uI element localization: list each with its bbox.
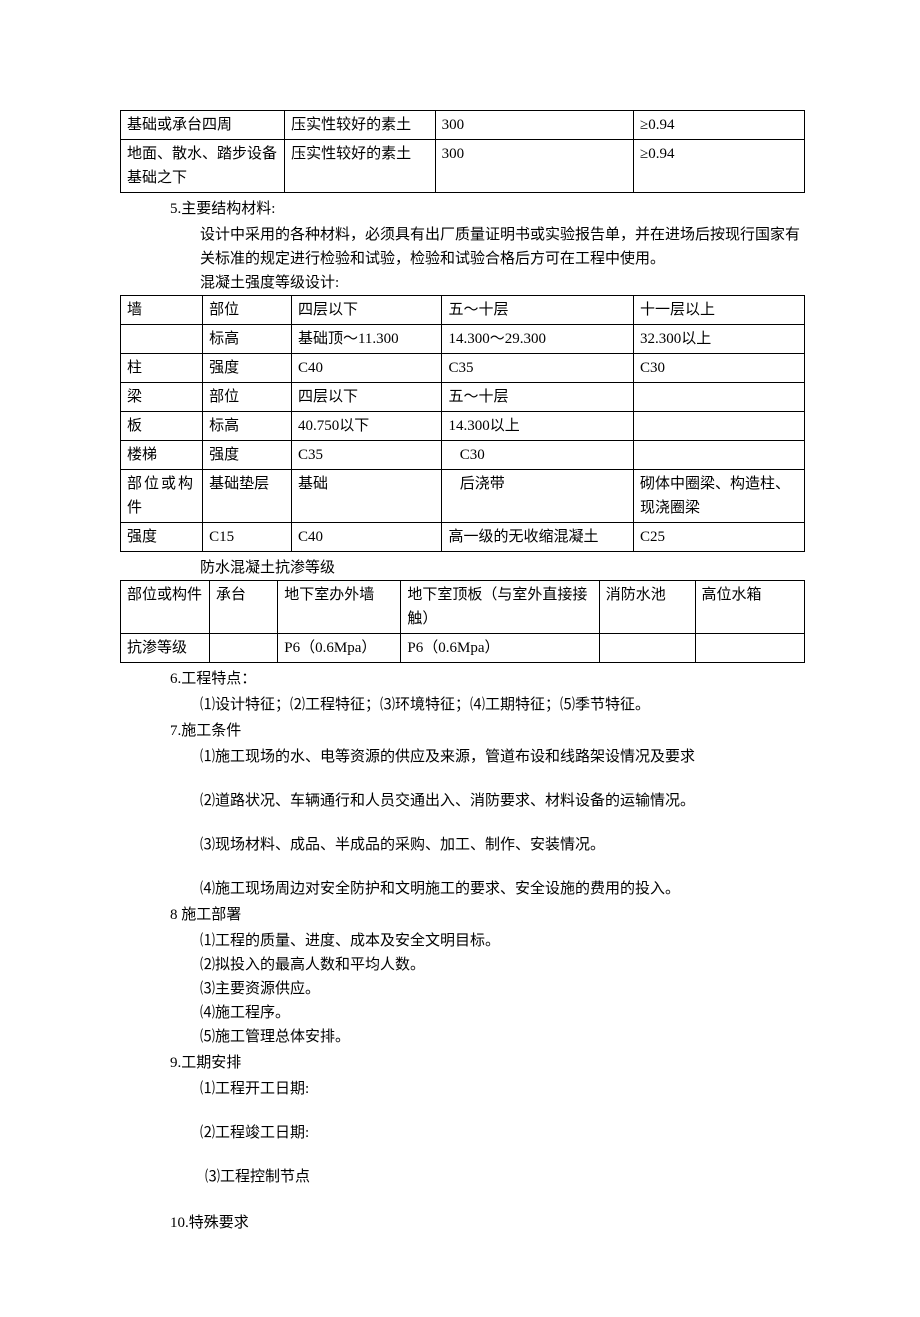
cell: 标高 [203,325,292,354]
cell: 地下室办外墙 [278,581,401,634]
cell: 14.300～29.300 [442,325,634,354]
table-row: 标高 基础顶～11.300 14.300～29.300 32.300以上 [121,325,805,354]
cell: 五～十层 [442,383,634,412]
cell: ≥0.94 [633,111,804,140]
cell [121,325,203,354]
section-7-p4: ⑷施工现场周边对安全防护和文明施工的要求、安全设施的费用的投入。 [200,877,805,901]
cell: P6（0.6Mpa） [401,634,599,663]
cell: C25 [633,523,804,552]
cell: C35 [291,441,441,470]
section-5-title: 5.主要结构材料: [170,197,805,221]
cell: 四层以下 [291,296,441,325]
section-6-title: 6.工程特点： [170,667,805,691]
cell [599,634,695,663]
cell: 部位 [203,296,292,325]
cell [633,441,804,470]
section-7-p3: ⑶现场材料、成品、半成品的采购、加工、制作、安装情况。 [200,833,805,857]
table-row: 抗渗等级 P6（0.6Mpa） P6（0.6Mpa） [121,634,805,663]
cell: 基础 [291,470,441,523]
table-row: 楼梯 强度 C35 C30 [121,441,805,470]
cell: 梁 [121,383,203,412]
section-8-p1: ⑴工程的质量、进度、成本及安全文明目标。 [200,929,805,953]
table-row: 部位或构件 承台 地下室办外墙 地下室顶板（与室外直接接触） 消防水池 高位水箱 [121,581,805,634]
table-concrete-strength: 墙 部位 四层以下 五～十层 十一层以上 标高 基础顶～11.300 14.30… [120,295,805,552]
table-row: 部位或构件 基础垫层 基础 后浇带 砌体中圈梁、构造柱、现浇圈梁 [121,470,805,523]
cell: 300 [435,140,633,193]
cell: 高位水箱 [695,581,804,634]
cell: 高一级的无收缩混凝土 [442,523,634,552]
cell: C30 [633,354,804,383]
section-9-p1: ⑴工程开工日期: [200,1077,805,1101]
cell: 四层以下 [291,383,441,412]
cell: 后浇带 [442,470,634,523]
cell: 消防水池 [599,581,695,634]
cell: 五～十层 [442,296,634,325]
section-7-p2: ⑵道路状况、车辆通行和人员交通出入、消防要求、材料设备的运输情况。 [200,789,805,813]
table-row: 板 标高 40.750以下 14.300以上 [121,412,805,441]
cell: 强度 [121,523,203,552]
cell: 抗渗等级 [121,634,210,663]
cell: 压实性较好的素土 [285,111,435,140]
cell: P6（0.6Mpa） [278,634,401,663]
table-row: 墙 部位 四层以下 五～十层 十一层以上 [121,296,805,325]
cell [633,412,804,441]
section-10-title: 10.特殊要求 [170,1211,805,1235]
cell: 300 [435,111,633,140]
table3-caption: 防水混凝土抗渗等级 [200,556,805,580]
cell: 强度 [203,441,292,470]
cell: 地下室顶板（与室外直接接触） [401,581,599,634]
cell: 部位或构件 [121,581,210,634]
cell: 基础顶～11.300 [291,325,441,354]
cell: 部位或构件 [121,470,203,523]
cell: 楼梯 [121,441,203,470]
cell: 标高 [203,412,292,441]
cell: 40.750以下 [291,412,441,441]
cell [633,383,804,412]
section-8-title: 8 施工部署 [170,903,805,927]
table-waterproof: 部位或构件 承台 地下室办外墙 地下室顶板（与室外直接接触） 消防水池 高位水箱… [120,580,805,663]
cell: C35 [442,354,634,383]
cell: 32.300以上 [633,325,804,354]
section-5-p1: 设计中采用的各种材料，必须具有出厂质量证明书或实验报告单，并在进场后按现行国家有… [200,223,805,271]
cell: 砌体中圈梁、构造柱、现浇圈梁 [633,470,804,523]
cell [695,634,804,663]
cell: 墙 [121,296,203,325]
table-row: 地面、散水、踏步设备基础之下 压实性较好的素土 300 ≥0.94 [121,140,805,193]
table-row: 梁 部位 四层以下 五～十层 [121,383,805,412]
section-7-title: 7.施工条件 [170,719,805,743]
cell: 基础垫层 [203,470,292,523]
table-backfill: 基础或承台四周 压实性较好的素土 300 ≥0.94 地面、散水、踏步设备基础之… [120,110,805,193]
table-row: 基础或承台四周 压实性较好的素土 300 ≥0.94 [121,111,805,140]
cell: C30 [442,441,634,470]
table-row: 强度 C15 C40 高一级的无收缩混凝土 C25 [121,523,805,552]
cell: 板 [121,412,203,441]
cell: 部位 [203,383,292,412]
cell [209,634,277,663]
cell: 14.300以上 [442,412,634,441]
section-8-p2: ⑵拟投入的最高人数和平均人数。 [200,953,805,977]
section-9-p3: ⑶工程控制节点 [205,1165,805,1189]
cell: 柱 [121,354,203,383]
cell: 承台 [209,581,277,634]
section-8-p3: ⑶主要资源供应。 [200,977,805,1001]
section-5-p2: 混凝土强度等级设计: [200,271,805,295]
cell: 压实性较好的素土 [285,140,435,193]
cell: C15 [203,523,292,552]
section-6-p1: ⑴设计特征；⑵工程特征；⑶环境特征；⑷工期特征；⑸季节特征。 [200,693,805,717]
cell: 基础或承台四周 [121,111,285,140]
cell: 强度 [203,354,292,383]
table-row: 柱 强度 C40 C35 C30 [121,354,805,383]
section-8-p4: ⑷施工程序。 [200,1001,805,1025]
cell: ≥0.94 [633,140,804,193]
section-8-p5: ⑸施工管理总体安排。 [200,1025,805,1049]
section-9-p2: ⑵工程竣工日期: [200,1121,805,1145]
cell: C40 [291,523,441,552]
cell: 地面、散水、踏步设备基础之下 [121,140,285,193]
section-9-title: 9.工期安排 [170,1051,805,1075]
cell: C40 [291,354,441,383]
section-7-p1: ⑴施工现场的水、电等资源的供应及来源，管道布设和线路架设情况及要求 [200,745,805,769]
cell: 十一层以上 [633,296,804,325]
